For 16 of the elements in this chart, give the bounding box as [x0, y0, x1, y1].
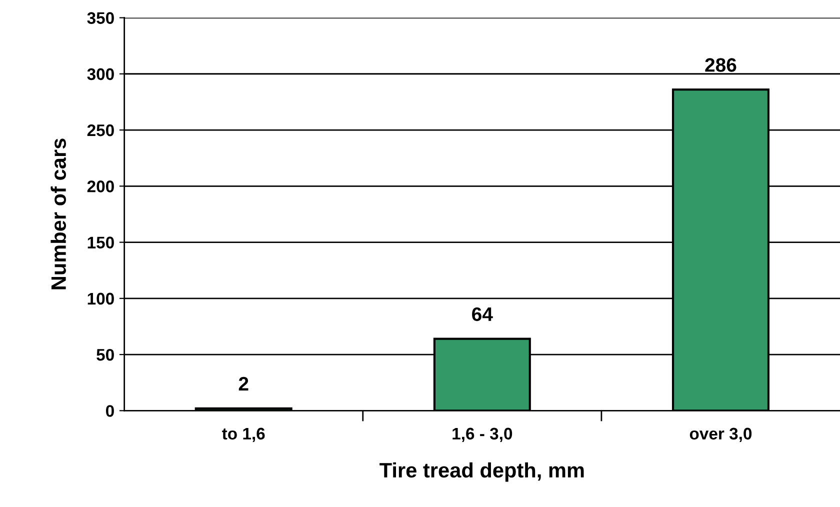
data-label: 286 — [705, 58, 736, 72]
y-tick-label: 0 — [106, 405, 114, 417]
y-tick-label: 50 — [96, 348, 114, 361]
data-label: 2 — [238, 376, 248, 390]
x-tick-label: over 3,0 — [690, 428, 752, 442]
y-tick-label: 300 — [87, 68, 114, 80]
y-tick-label: 200 — [87, 180, 114, 192]
x-tick-label: to 1,6 — [222, 428, 265, 442]
y-tick-label: 350 — [87, 12, 114, 24]
y-tick-label: 150 — [88, 236, 114, 248]
y-tick-label: 250 — [87, 124, 114, 136]
data-label: 64 — [472, 307, 493, 322]
x-tick-label: 1,6 - 3,0 — [452, 428, 512, 442]
y-tick-label: 100 — [88, 292, 114, 305]
x-axis-title: Tire tread depth, mm — [380, 462, 584, 482]
y-axis-title: Number of cars — [50, 138, 66, 290]
